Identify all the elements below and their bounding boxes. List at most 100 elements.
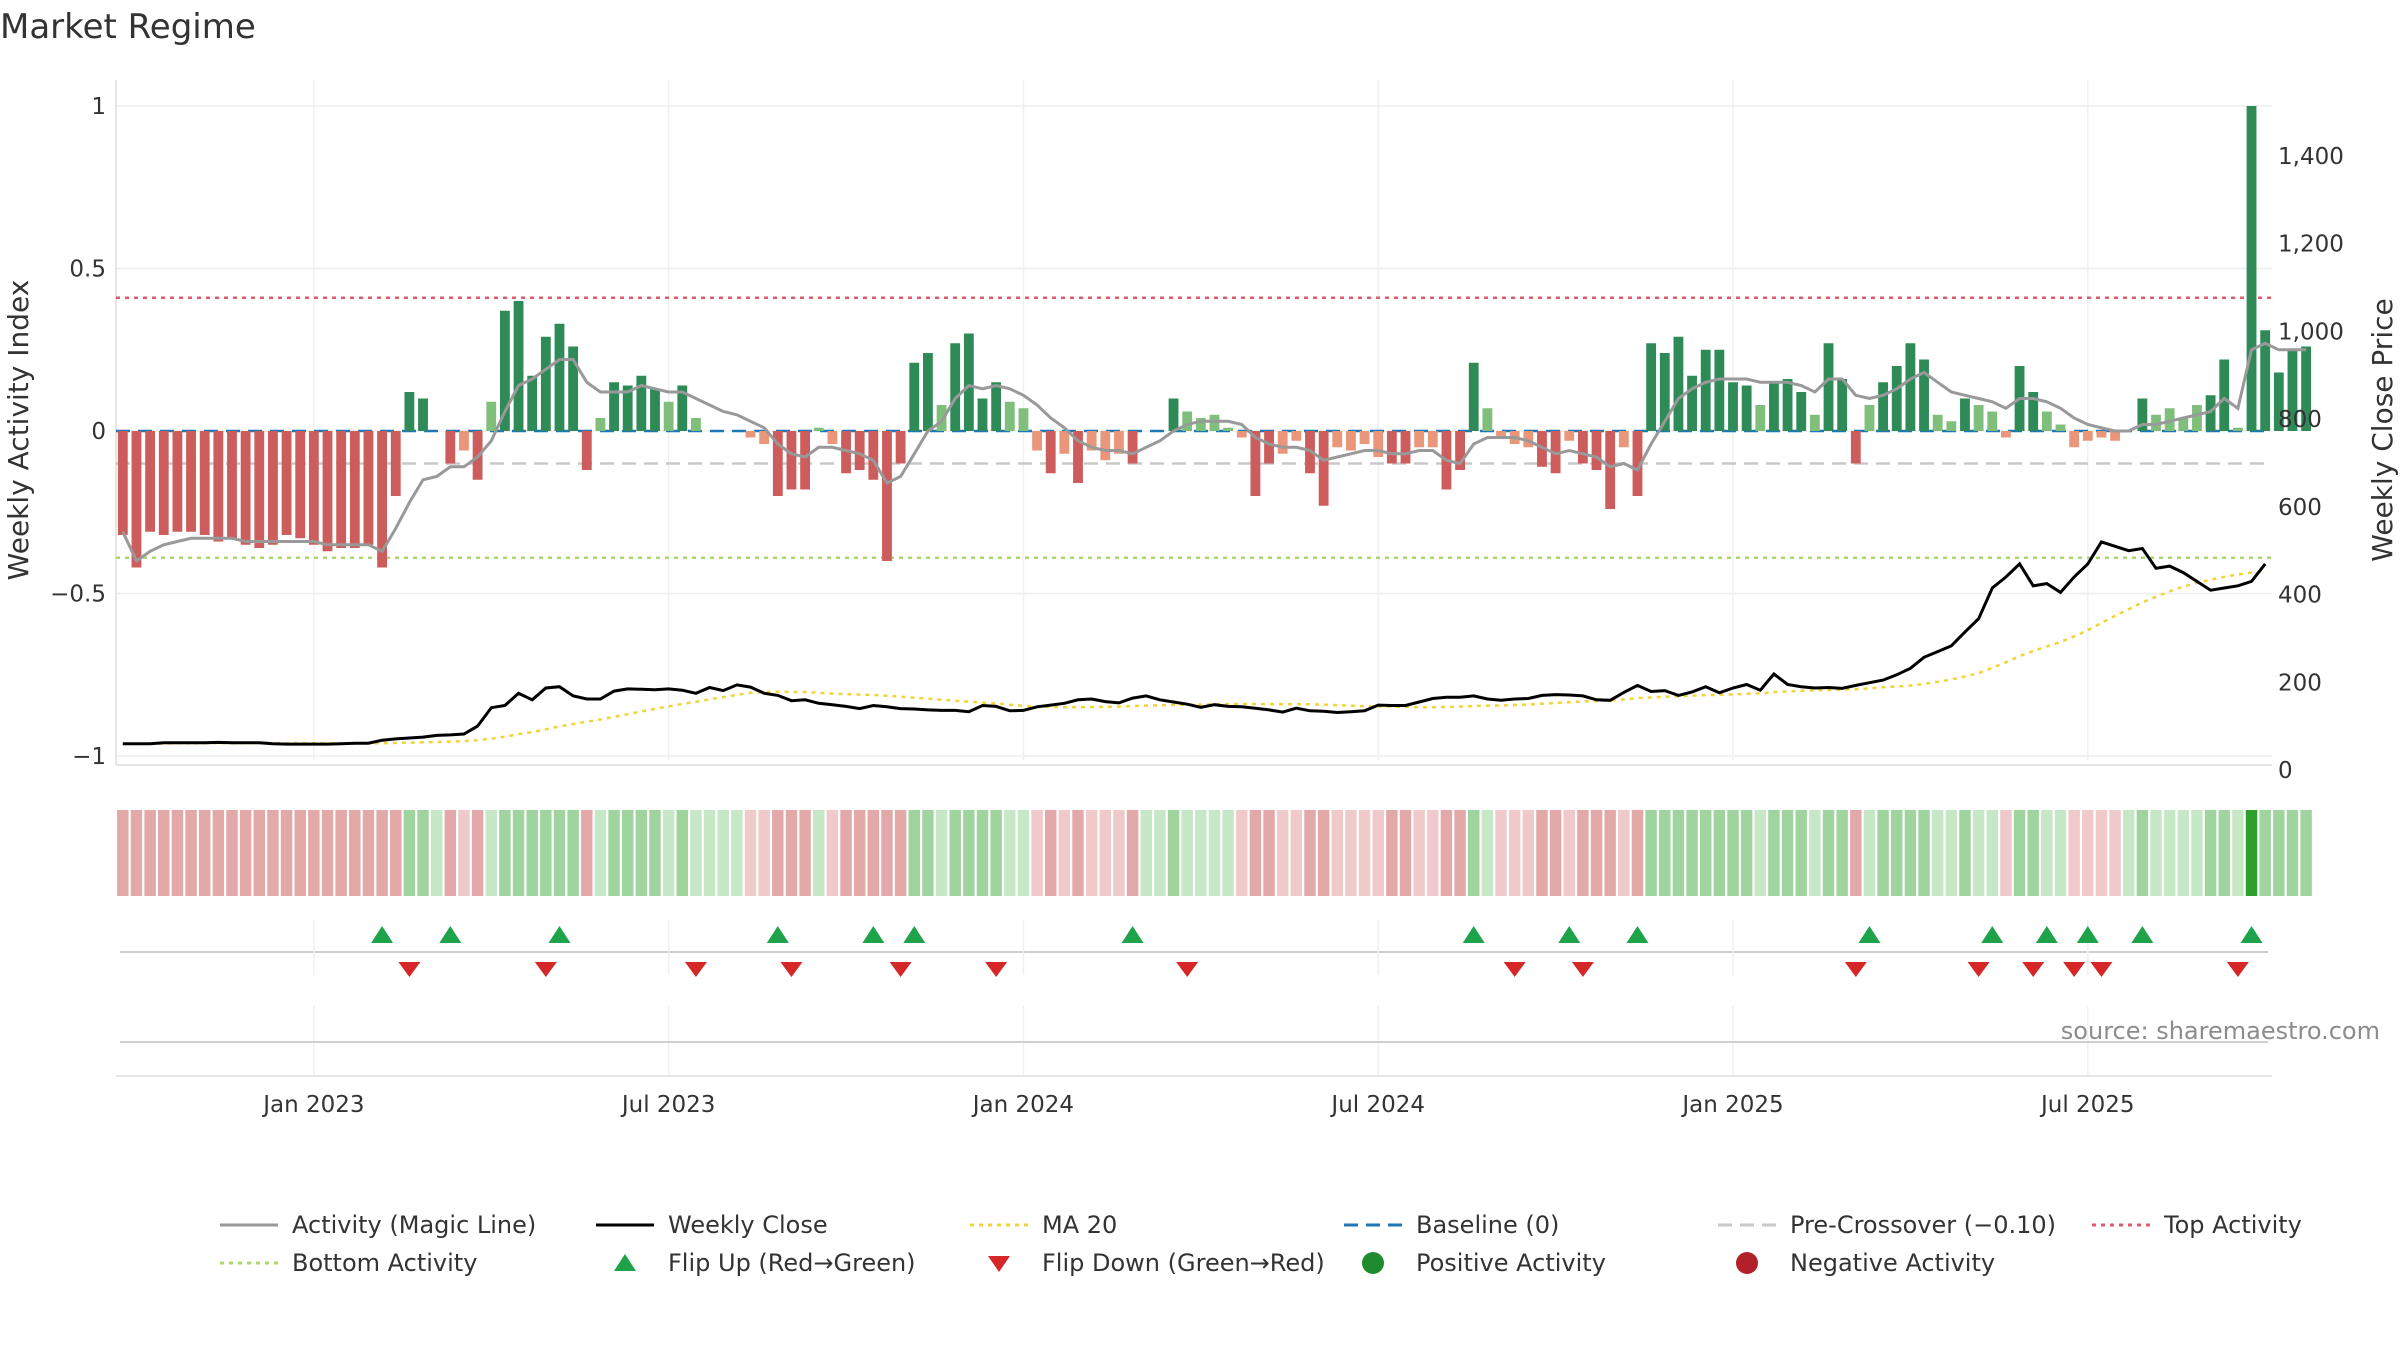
activity-bar (145, 431, 156, 532)
regime-cell (1290, 810, 1303, 896)
legend-label: Baseline (0) (1416, 1211, 1559, 1239)
activity-bar (1618, 431, 1629, 448)
regime-cell (376, 810, 388, 896)
flip-down-marker (2226, 962, 2249, 977)
regime-cell (349, 810, 361, 896)
regime-cell (676, 810, 689, 896)
flip-up-marker (1626, 926, 1649, 943)
flip-down-marker (780, 962, 803, 977)
regime-cell (1604, 810, 1616, 896)
activity-bar (1127, 431, 1138, 464)
flip-up-marker (1462, 926, 1485, 943)
activity-bar (1796, 392, 1807, 431)
regime-cell (540, 810, 552, 896)
activity-bar (1700, 349, 1711, 431)
activity-bar (1455, 431, 1466, 470)
activity-bar (650, 388, 660, 431)
regime-cell (1372, 810, 1384, 896)
activity-bar (554, 323, 565, 431)
regime-cell (717, 810, 729, 896)
legend-swatch (1362, 1252, 1384, 1274)
regime-cell (1727, 810, 1739, 896)
regime-cell (1577, 810, 1589, 896)
flip-down-marker (889, 962, 912, 977)
legend-item: Negative Activity (1736, 1249, 1995, 1277)
activity-bar (691, 418, 701, 431)
activity-bar (1782, 379, 1793, 431)
activity-bar (1960, 398, 1970, 431)
regime-cell (1863, 810, 1876, 896)
regime-cell (772, 810, 784, 896)
legend-label: Activity (Magic Line) (292, 1211, 536, 1239)
flip-markers-panel (120, 920, 2268, 977)
activity-bar (1687, 375, 1697, 431)
regime-cell (239, 810, 252, 896)
activity-bar (1987, 411, 1998, 431)
regime-cell (2259, 810, 2271, 896)
regime-cell (1891, 810, 1903, 896)
regime-cell (2082, 810, 2094, 896)
flip-down-marker (1967, 962, 1990, 977)
activity-bar (308, 431, 319, 545)
regime-cell (2273, 810, 2285, 896)
right-axis-ticks: 0 200 400 600 800 1,000 1,200 1,400 (2278, 144, 2344, 784)
regime-cell (744, 810, 757, 896)
regime-cell (1822, 810, 1835, 896)
activity-bar (1114, 431, 1124, 454)
left-axis-ticks: 1 0.5 0 −0.5 −1 (50, 94, 106, 770)
activity-bar (868, 431, 879, 480)
activity-bar (786, 431, 797, 490)
regime-cell (458, 810, 470, 896)
flip-down-marker (1503, 962, 1526, 977)
regime-cell (1358, 810, 1371, 896)
regime-cell (649, 810, 661, 896)
regime-cell (2218, 810, 2230, 896)
regime-cell (1850, 810, 1862, 896)
regime-cell (1399, 810, 1412, 896)
regime-cell (1836, 810, 1848, 896)
activity-bar (1932, 414, 1943, 431)
regime-cell (1645, 810, 1657, 896)
regime-cell (2136, 810, 2149, 896)
flip-down-marker (2063, 962, 2086, 977)
regime-cell (608, 810, 620, 896)
activity-bar (390, 431, 401, 496)
regime-cell (1427, 810, 1439, 896)
regime-cell (935, 810, 948, 896)
flip-down-marker (534, 962, 557, 977)
activity-bar (1714, 349, 1725, 431)
activity-bar (1168, 398, 1179, 431)
regime-cell (1099, 810, 1112, 896)
regime-cell (1904, 810, 1917, 896)
regime-cell (908, 810, 920, 896)
regime-cell (1331, 810, 1344, 896)
regime-cell (826, 810, 839, 896)
regime-cell (185, 810, 197, 896)
regime-cell (144, 810, 156, 896)
flip-down-marker (2022, 962, 2045, 977)
regime-cell (335, 810, 347, 896)
activity-bar (186, 431, 196, 532)
activity-bar (1359, 431, 1370, 444)
left-tick-label: −0.5 (50, 582, 106, 608)
activity-bar (1919, 359, 1929, 431)
regime-cell (2177, 810, 2190, 896)
legend-item: Flip Up (Red→Green) (614, 1249, 916, 1277)
activity-bar (1905, 343, 1916, 431)
flip-down-marker (2090, 962, 2113, 977)
activity-bar (2301, 346, 2312, 431)
legend-item: Bottom Activity (220, 1249, 477, 1277)
regime-cell (594, 810, 607, 896)
activity-bar (854, 431, 865, 470)
regime-cell (280, 810, 293, 896)
regime-cell (758, 810, 770, 896)
flip-up-marker (1121, 926, 1144, 943)
activity-bar (1373, 431, 1384, 457)
regime-cell (212, 810, 225, 896)
activity-bar (1427, 431, 1438, 448)
activity-bar (1864, 405, 1875, 431)
legend-swatch (1736, 1252, 1758, 1274)
activity-bar (1346, 431, 1356, 451)
regime-cell (308, 810, 320, 896)
activity-bar (1755, 405, 1766, 431)
